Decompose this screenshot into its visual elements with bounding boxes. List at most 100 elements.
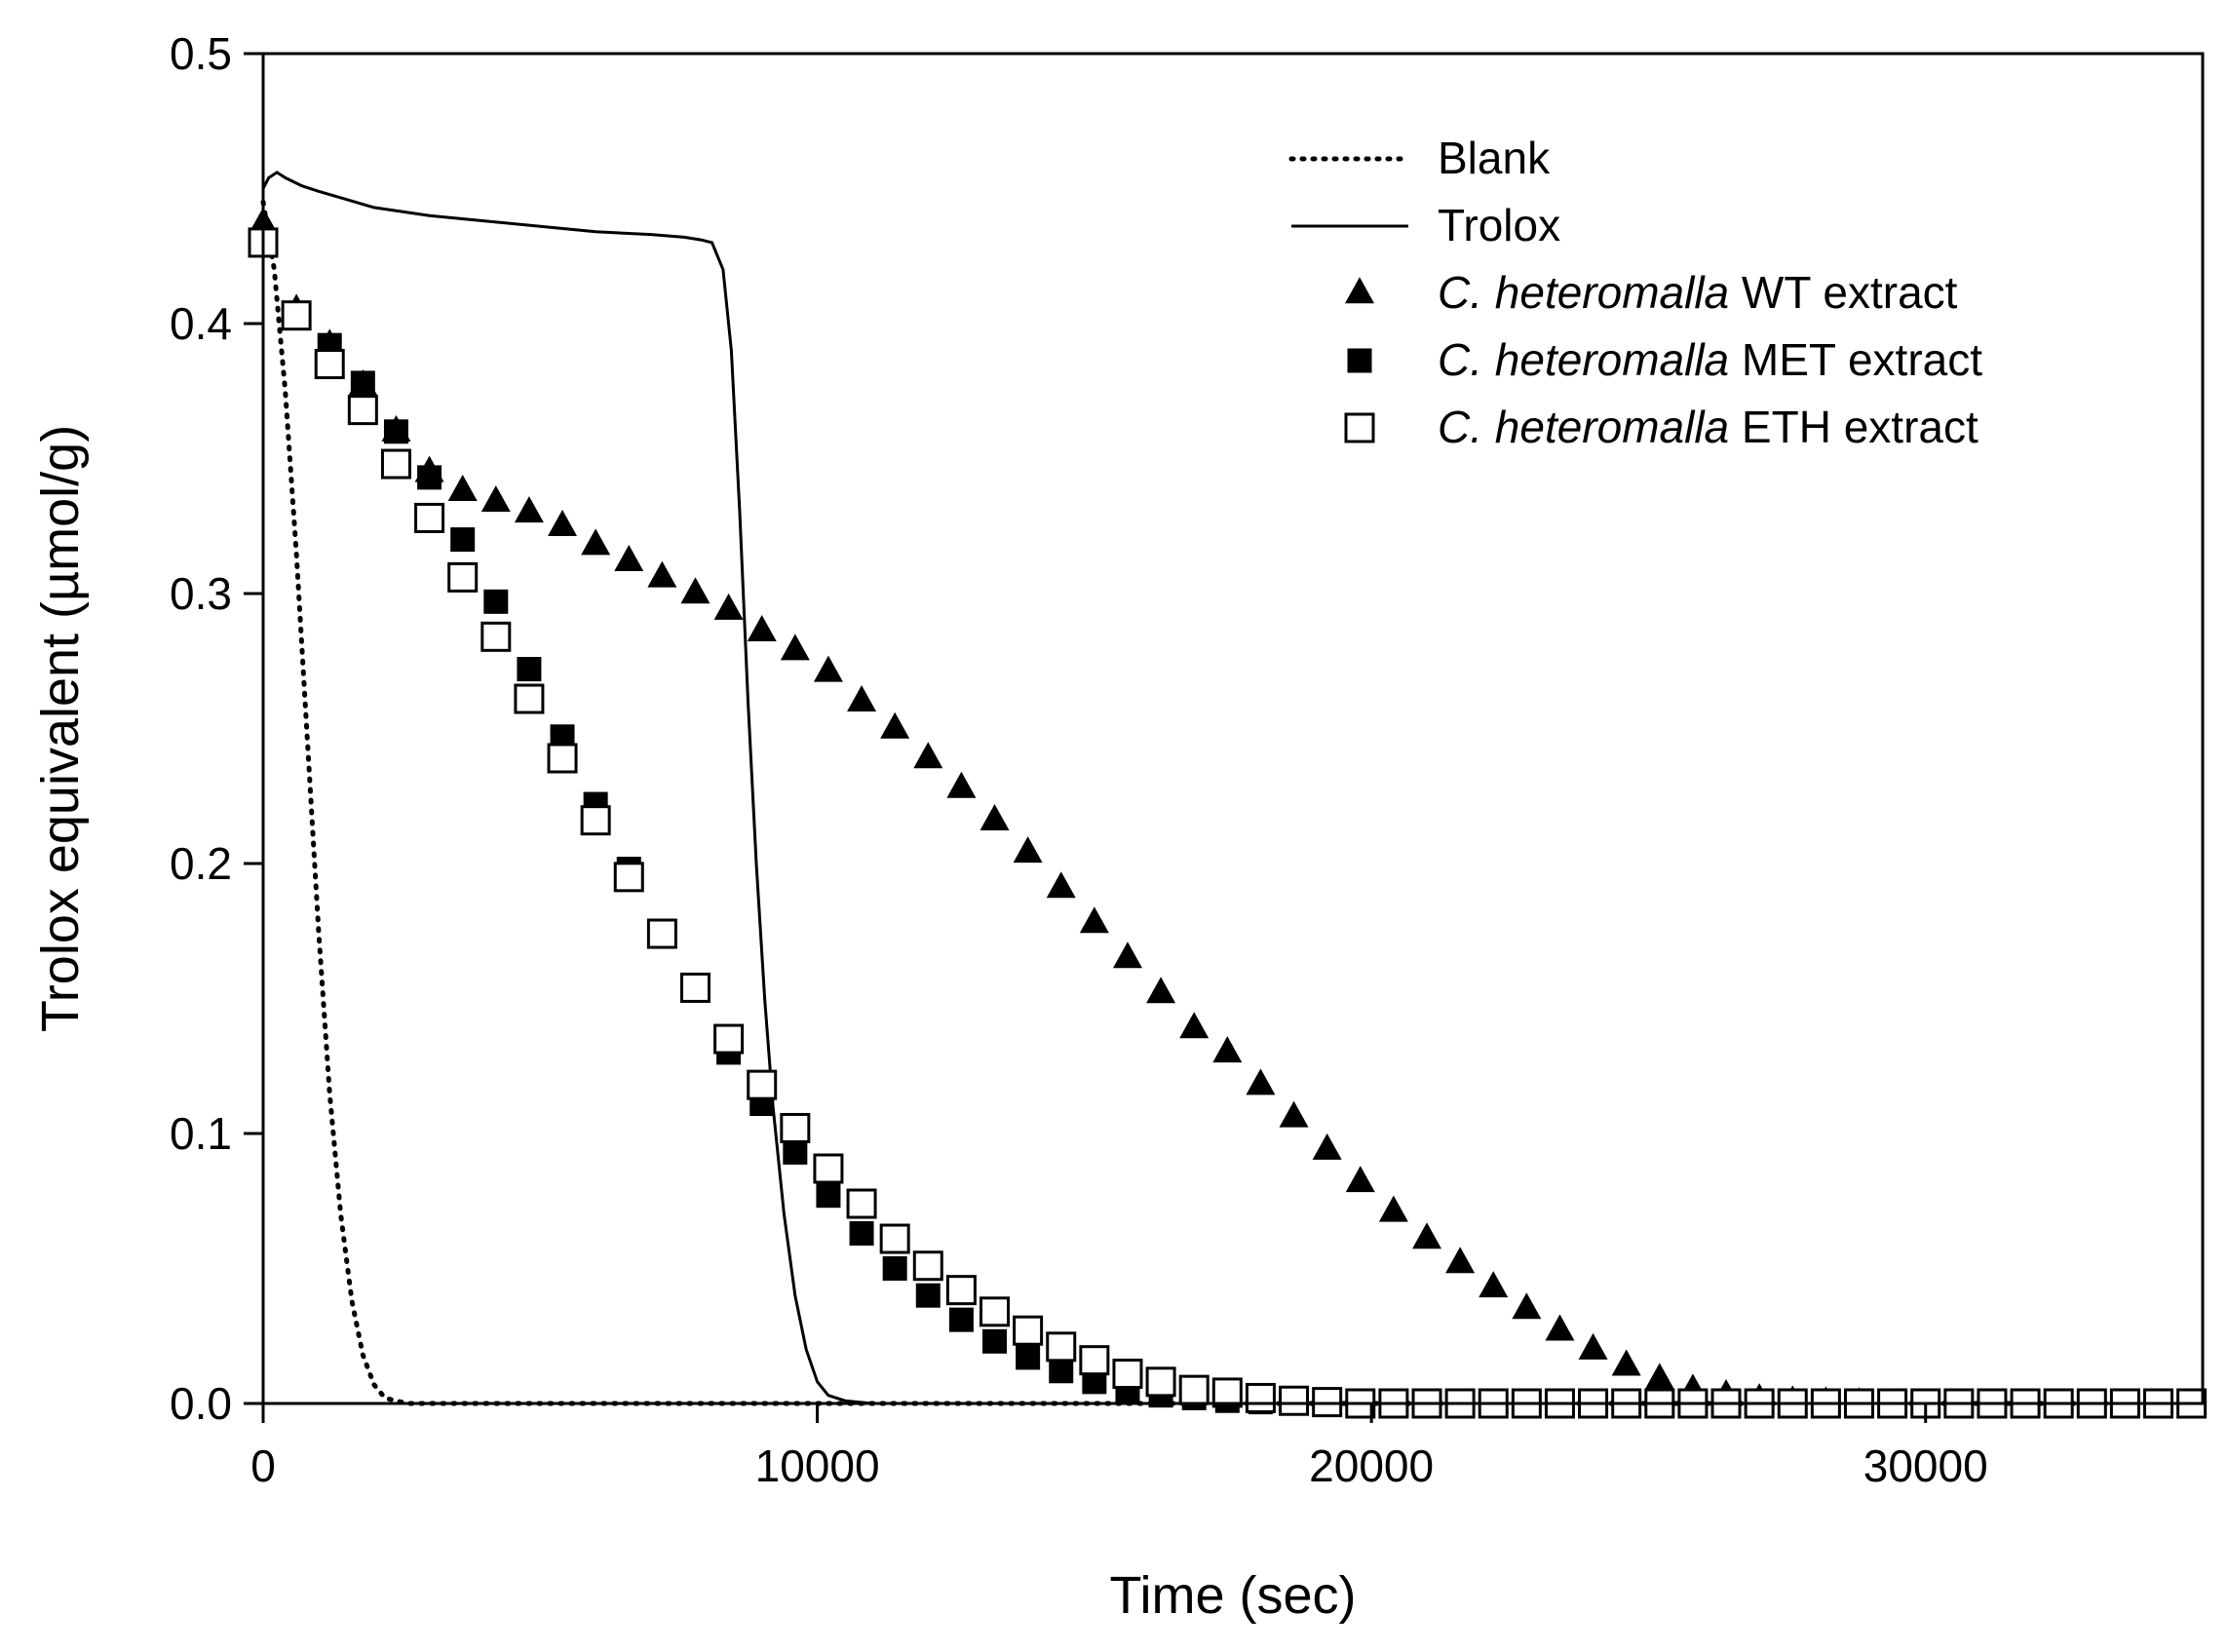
y-tick-label: 0.5	[170, 28, 232, 79]
wt-point	[1013, 836, 1043, 864]
eth-point	[380, 448, 411, 480]
x-tick-label: 30000	[1863, 1441, 1988, 1491]
y-tick-label: 0.2	[170, 838, 232, 889]
eth-point	[747, 1069, 778, 1100]
wt-point	[1179, 1012, 1210, 1039]
wt-point	[1378, 1195, 1408, 1222]
wt-point	[1312, 1133, 1342, 1160]
eth-point	[912, 1250, 943, 1282]
wt-point	[1611, 1349, 1641, 1376]
axes-layer: 0.0 0.1 0.2 0.3 0.4 0.5 0 10000 20000 30000	[170, 28, 2205, 1491]
wt-point	[514, 496, 544, 523]
met-point	[1016, 1345, 1041, 1370]
legend-label: Blank	[1438, 133, 1551, 183]
eth-point	[679, 972, 711, 1003]
wt-point	[913, 742, 943, 769]
eth-point	[846, 1188, 877, 1219]
wt-point	[880, 711, 910, 739]
met-point	[882, 1256, 907, 1281]
wt-point	[1412, 1222, 1441, 1249]
legend-label-extract: ETH extract	[1729, 402, 1978, 452]
wt-point	[1079, 906, 1109, 934]
eth-point	[1013, 1315, 1044, 1346]
eth-point	[1178, 1374, 1210, 1405]
eth-point	[1112, 1359, 1143, 1390]
met-point	[1049, 1359, 1074, 1384]
eth-point	[713, 1023, 745, 1055]
legend-label: C. heteromalla ETH extract	[1438, 402, 1978, 452]
met-point	[417, 465, 442, 490]
wt-point	[581, 528, 611, 556]
legend-label-species: C. heteromalla	[1438, 334, 1729, 385]
legend-label: Trolox	[1438, 200, 1560, 250]
plot-frame	[261, 52, 2205, 1405]
wt-point	[1512, 1292, 1542, 1320]
eth-point	[879, 1223, 910, 1254]
eth-point	[980, 1296, 1011, 1327]
wt-point	[1545, 1314, 1575, 1341]
legend-label-extract: MET extract	[1729, 334, 1982, 385]
eth-point	[514, 683, 545, 714]
x-tick-label: 10000	[755, 1441, 880, 1491]
wt-point	[1046, 871, 1076, 899]
met-point	[915, 1283, 941, 1308]
eth-point	[580, 805, 611, 836]
eth-point	[414, 502, 445, 533]
wt-point	[813, 655, 843, 682]
legend-eth-symbol	[1344, 412, 1375, 443]
wt-point	[780, 634, 810, 661]
met-point	[517, 657, 542, 682]
eth-point	[1245, 1382, 1276, 1413]
eth-point	[281, 300, 312, 331]
legend-met-symbol	[1347, 348, 1372, 373]
met-point	[849, 1220, 874, 1246]
legend-wt-symbol	[1345, 277, 1374, 304]
wt-point	[680, 577, 711, 604]
eth-point	[945, 1275, 977, 1306]
wt-point	[1479, 1271, 1509, 1298]
eth-point	[1046, 1331, 1077, 1363]
y-tick-label: 0.1	[170, 1108, 232, 1159]
eth-point	[813, 1153, 844, 1184]
eth-point	[547, 743, 578, 774]
eth-point	[480, 621, 512, 652]
eth-point	[613, 862, 644, 893]
y-tick-label: 0.3	[170, 568, 232, 619]
wt-point	[1445, 1247, 1476, 1274]
wt-point	[1212, 1036, 1243, 1063]
met-point	[816, 1183, 841, 1209]
series-2	[249, 207, 1874, 1414]
eth-point	[1145, 1366, 1176, 1398]
wt-point	[614, 545, 644, 572]
eth-point	[1211, 1377, 1243, 1408]
wt-point	[647, 560, 677, 588]
met-point	[783, 1139, 808, 1165]
y-tick-label: 0.0	[170, 1378, 232, 1429]
x-tick-label: 20000	[1309, 1441, 1434, 1491]
wt-point	[1246, 1068, 1276, 1095]
met-point	[982, 1328, 1008, 1354]
wt-point	[1345, 1166, 1375, 1193]
x-axis-title: Time (sec)	[1110, 1566, 1357, 1625]
wt-point	[480, 485, 511, 513]
wt-point	[1279, 1100, 1309, 1128]
met-point	[383, 419, 408, 444]
wt-point	[447, 475, 478, 501]
legend-label-species: C. heteromalla	[1438, 402, 1729, 452]
legend-label: C. heteromalla WT extract	[1438, 267, 1958, 318]
wt-point	[1146, 977, 1176, 1004]
wt-point	[1578, 1332, 1608, 1360]
eth-point	[1079, 1345, 1110, 1376]
met-point	[483, 589, 509, 614]
legend-label-species: C. heteromalla	[1438, 267, 1729, 318]
wt-point	[946, 771, 977, 798]
eth-point	[347, 395, 378, 426]
eth-point	[780, 1112, 811, 1143]
met-point	[350, 370, 375, 396]
wt-point	[847, 685, 877, 712]
wt-point	[1644, 1363, 1674, 1390]
wt-point	[980, 803, 1010, 830]
met-point	[450, 527, 476, 553]
